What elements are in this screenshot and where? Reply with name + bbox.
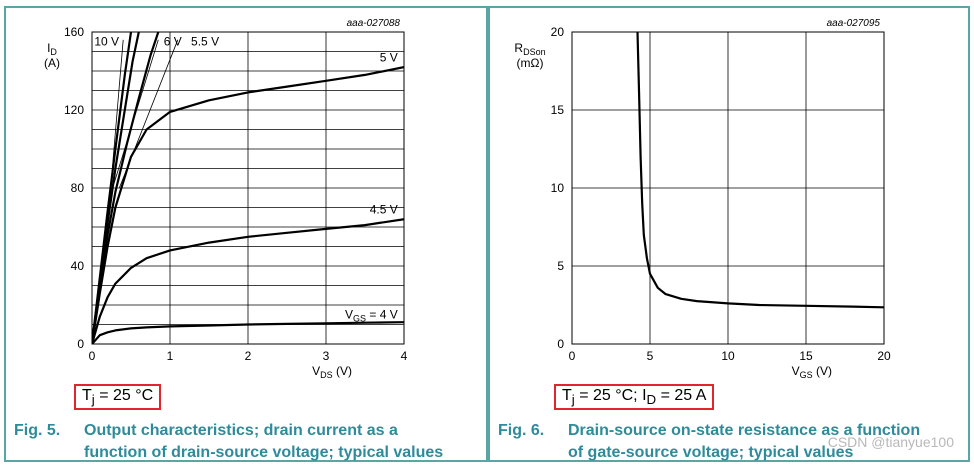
leader-line-5-5v-b — [113, 39, 159, 185]
x-axis-label-unit: (V) — [333, 364, 352, 378]
y-axis-label-main: I — [47, 41, 50, 55]
figure-code: aaa-027088 — [347, 18, 401, 29]
condition-text: = 25 °C; I — [574, 387, 647, 404]
watermark: CSDN @tianyue100 — [827, 434, 954, 450]
rdson-vs-vgs-chart: 0 5 10 15 20 0 5 10 15 20 aaa-027095 RDSon(mΩ) VGS (… — [514, 18, 891, 380]
y-axis-label-sub: DSon — [523, 47, 546, 57]
x-axis-label-main: V — [312, 364, 320, 378]
caption-line-1: Output characteristics; drain current as… — [84, 422, 398, 439]
x-axis-label: VDS (V) — [312, 364, 352, 380]
figure-code: aaa-027095 — [827, 18, 881, 29]
series-line-3 — [92, 32, 160, 344]
condition-box: Tj = 25 °C; ID = 25 A — [554, 384, 715, 411]
condition-prefix: T — [562, 387, 572, 404]
series-label-4v: VGS = 4 V — [345, 308, 398, 324]
y-tick-label: 160 — [64, 25, 84, 39]
x-tick-label: 0 — [89, 349, 96, 363]
x-tick-label: 5 — [647, 349, 654, 363]
y-tick-label: 120 — [64, 103, 84, 117]
figure-5-panel: 0 1 2 3 4 0 40 80 120 160 aaa-027088 ID (A) VDS (V) 10… — [4, 6, 488, 462]
caption-line-2: function of drain-source voltage; typica… — [84, 444, 444, 461]
x-tick-label: 10 — [721, 349, 735, 363]
x-axis-label-main: V — [792, 364, 800, 378]
x-axis-label-sub: DS — [320, 370, 333, 380]
series-line-1 — [636, 32, 884, 309]
x-tick-label: 20 — [877, 349, 891, 363]
figure-caption: Fig. 5. Output characteristics; drain cu… — [6, 420, 486, 464]
condition-sub: j — [571, 392, 575, 408]
condition-text: = 25 °C — [94, 387, 154, 404]
figure-number: Fig. 5. — [14, 422, 61, 439]
condition-text-2: = 25 A — [656, 387, 707, 404]
y-tick-label: 10 — [551, 181, 565, 195]
condition-prefix: T — [82, 387, 92, 404]
y-axis-label: RDSon — [514, 41, 545, 57]
condition-sub-2: D — [646, 392, 657, 408]
series-label-4v-sub: GS — [353, 314, 366, 324]
x-axis-label: VGS (V) — [792, 364, 832, 380]
y-axis-label-sub: D — [50, 47, 57, 57]
y-tick-label: 80 — [71, 181, 85, 195]
condition-box: Tj = 25 °C — [74, 384, 162, 411]
y-tick-label: 5 — [557, 259, 564, 273]
y-axis-unit: (mΩ) — [517, 56, 544, 70]
plot-frame — [91, 31, 405, 345]
x-axis-label-unit: (V) — [813, 364, 832, 378]
caption-line-2: of gate-source voltage; typical values — [568, 444, 854, 461]
series-line-6 — [92, 321, 404, 344]
y-tick-label: 15 — [551, 103, 565, 117]
series-label-4v-main: V — [345, 308, 353, 322]
series-line-5 — [92, 218, 404, 344]
figure-6-panel: 0 5 10 15 20 0 5 10 15 20 aaa-027095 RDSon (mΩ) VGS (… — [488, 6, 970, 462]
leader-line-5-5v — [118, 39, 179, 189]
series-label-4v-rest: = 4 V — [366, 308, 398, 322]
x-tick-label: 1 — [167, 349, 174, 363]
y-tick-label: 0 — [557, 337, 564, 351]
series-label-10v: 10 V — [94, 35, 119, 49]
x-tick-label: 4 — [401, 349, 408, 363]
figure-caption: Fig. 6. Drain-source on-state resistance… — [490, 420, 968, 464]
x-tick-label: 0 — [569, 349, 576, 363]
y-axis-unit: (A) — [44, 56, 60, 70]
y-tick-label: 20 — [551, 25, 565, 39]
plot-frame — [571, 31, 885, 345]
series-label-4-5v: 4.5 V — [370, 202, 398, 216]
x-tick-label: 2 — [245, 349, 252, 363]
leader-line-6v — [111, 39, 124, 179]
x-tick-label: 15 — [799, 349, 813, 363]
x-tick-label: 3 — [323, 349, 330, 363]
series-label-5v: 5 V — [380, 50, 398, 64]
series-label-5-5v: 5.5 V — [191, 35, 219, 49]
series-line-4 — [92, 66, 404, 344]
y-tick-label: 0 — [77, 337, 84, 351]
series-label-6v: 6 V — [164, 35, 182, 49]
y-axis-label-main: R — [514, 41, 523, 55]
y-tick-label: 40 — [71, 259, 85, 273]
y-axis-label: ID — [47, 41, 57, 57]
condition-sub: j — [91, 392, 95, 408]
x-axis-label-sub: GS — [800, 370, 813, 380]
figure-number: Fig. 6. — [498, 422, 545, 439]
caption-line-1: Drain-source on-state resistance as a fu… — [568, 422, 921, 439]
